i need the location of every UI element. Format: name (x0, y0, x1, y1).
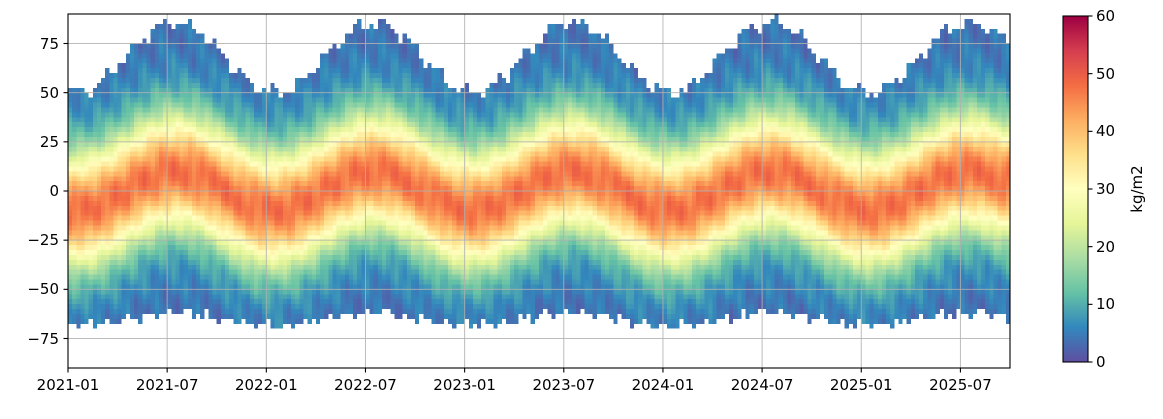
colorbar-unit-label: kg/m2 (1128, 165, 1146, 213)
